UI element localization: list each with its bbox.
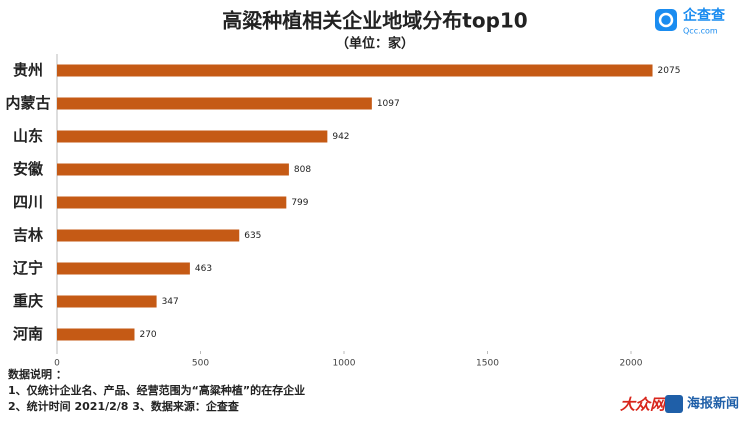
- value-label: 799: [291, 198, 308, 208]
- y-tick-label: 四川: [13, 193, 43, 211]
- note: 2、统计时间 2021/2/8 3、数据来源：企查查: [8, 399, 239, 413]
- value-label: 463: [195, 264, 212, 274]
- bar: [57, 328, 135, 341]
- x-tick-label: 2000: [620, 359, 643, 369]
- bar: [57, 262, 190, 275]
- y-tick-label: 山东: [13, 127, 43, 145]
- value-label: 347: [162, 297, 179, 307]
- logo-icon: [655, 9, 677, 31]
- chart-title: 高粱种植相关企业地域分布top10: [222, 9, 527, 33]
- x-tick-label: 0: [54, 359, 60, 369]
- y-tick-label: 吉林: [13, 226, 44, 244]
- bar: [57, 196, 287, 209]
- value-label: 635: [244, 231, 261, 241]
- note: 数据说明 ：: [8, 367, 67, 381]
- y-tick-label: 辽宁: [13, 259, 43, 277]
- value-label: 1097: [377, 99, 400, 109]
- logo-text: 大众网: [620, 396, 668, 414]
- bar: [57, 64, 653, 77]
- y-tick-label: 河南: [13, 325, 43, 343]
- bar: [57, 295, 157, 308]
- x-tick-label: 1000: [333, 359, 356, 369]
- logo-text: 企查查: [682, 7, 726, 24]
- bar: [57, 229, 240, 242]
- bar: [57, 97, 372, 110]
- y-tick-label: 贵州: [13, 61, 43, 79]
- logo-text: 海报新闻: [687, 396, 739, 412]
- bar: [57, 163, 289, 176]
- y-tick-label: 安徽: [13, 160, 44, 178]
- logo-icon: [658, 12, 674, 28]
- x-tick-label: 1500: [476, 359, 499, 369]
- y-tick-label: 内蒙古: [5, 94, 50, 112]
- qcc-logo: 企查查 Qcc.com: [655, 7, 726, 36]
- note: 1、仅统计企业名、产品、经营范围为“高粱种植”的在存企业: [8, 383, 305, 397]
- value-label: 808: [294, 165, 311, 175]
- logo-text: Qcc.com: [683, 27, 718, 36]
- value-label: 942: [332, 132, 349, 142]
- value-label: 2075: [658, 66, 681, 76]
- bar: [57, 130, 328, 143]
- logo-icon: [665, 395, 683, 413]
- y-tick-label: 重庆: [13, 292, 43, 310]
- chart-subtitle: （单位：家）: [336, 36, 414, 52]
- x-tick-label: 500: [192, 359, 209, 369]
- value-label: 270: [139, 330, 156, 340]
